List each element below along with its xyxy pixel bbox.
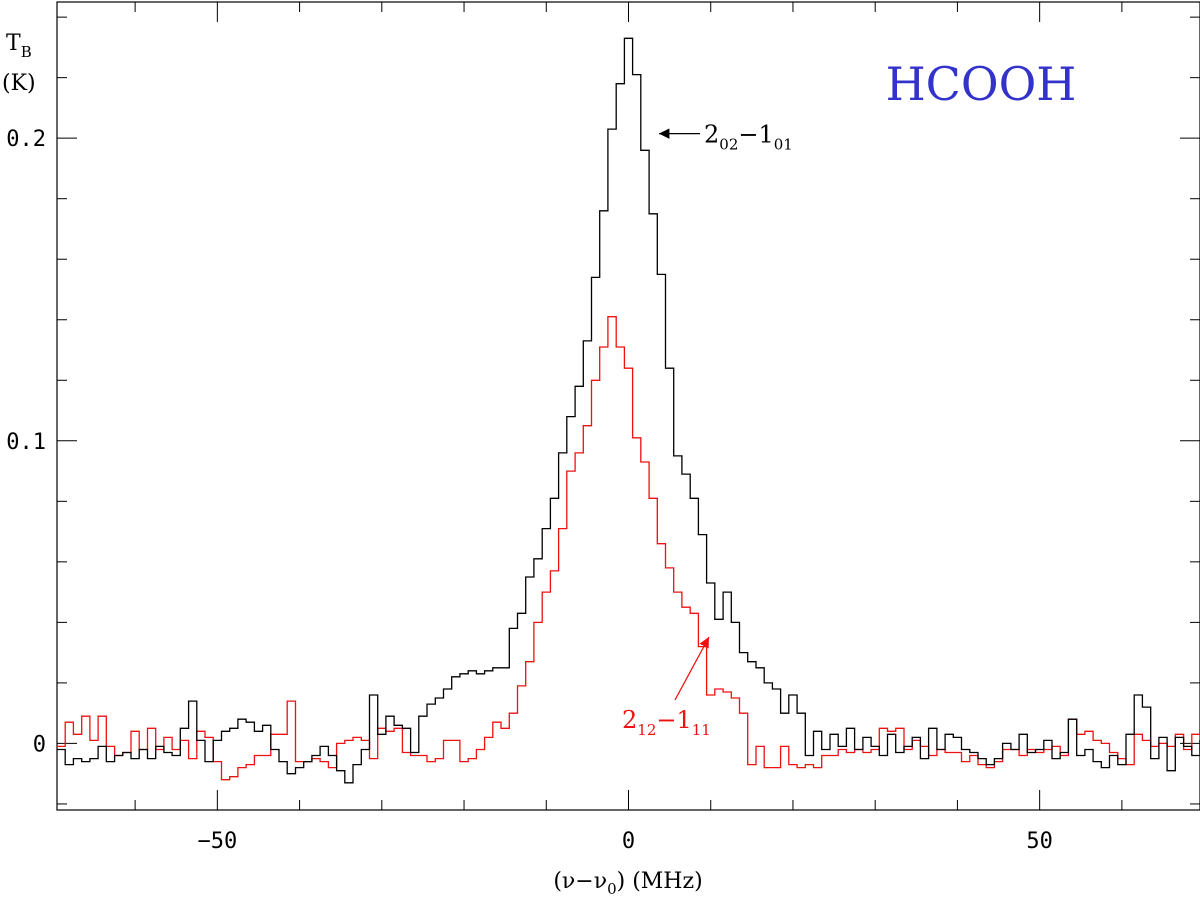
annotation-label: 212−111 xyxy=(622,706,711,739)
y-tick-label: 0.2 xyxy=(6,127,46,152)
y-tick-label: 0.1 xyxy=(6,430,46,455)
y-tick-label: 0 xyxy=(33,732,46,757)
annotation-arrow xyxy=(674,636,710,701)
series-line xyxy=(57,316,1200,781)
axis-ticks xyxy=(57,2,1200,810)
tick-labels: −50 0 50 0 0.1 0.2 xyxy=(6,127,1053,854)
series-layer xyxy=(57,37,1200,784)
x-tick-label: 50 xyxy=(1026,829,1053,854)
x-axis-label: (ν−ν0) (MHz) xyxy=(553,869,702,898)
series-line xyxy=(57,37,1200,784)
x-tick-label: 0 xyxy=(622,829,635,854)
annotation-label: 202−101 xyxy=(704,121,793,154)
y-axis-label: TB xyxy=(6,31,32,61)
y-axis-unit: (K) xyxy=(2,71,36,96)
plot-frame xyxy=(56,1,1200,811)
chart-title: HCOOH xyxy=(886,57,1077,111)
x-tick-label: −50 xyxy=(197,829,237,854)
annotation-layer: 202−101 212−111 xyxy=(622,121,793,739)
